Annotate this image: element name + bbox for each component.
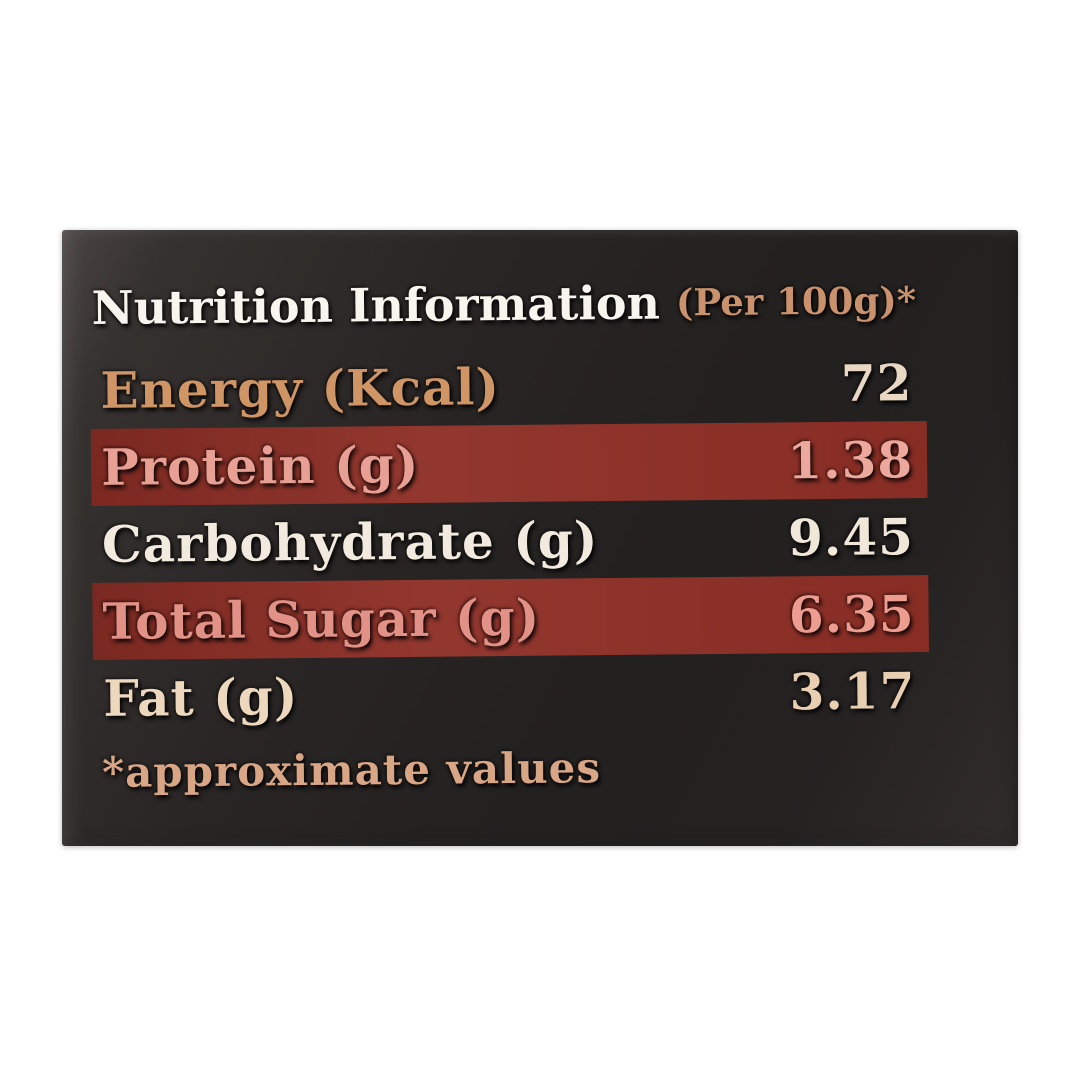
nutrition-rows: Energy (Kcal) 72 Protein (g) 1.38 Carboh… bbox=[90, 344, 930, 737]
row-value: 1.38 bbox=[787, 429, 914, 490]
label-title-row: Nutrition Information (Per 100g)* bbox=[89, 256, 926, 352]
nutrition-row: Carbohydrate (g) 9.45 bbox=[92, 498, 929, 583]
row-name: Fat (g) bbox=[103, 666, 299, 728]
label-title-suffix: (Per 100g)* bbox=[675, 277, 917, 324]
row-value: 9.45 bbox=[787, 506, 915, 567]
nutrition-row: Fat (g) 3.17 bbox=[93, 652, 930, 737]
row-value: 3.17 bbox=[789, 660, 916, 721]
row-name: Carbohydrate (g) bbox=[101, 509, 599, 574]
row-name: Protein (g) bbox=[100, 434, 420, 497]
row-name: Total Sugar (g) bbox=[102, 587, 541, 651]
nutrition-label-panel: Nutrition Information (Per 100g)* Energy… bbox=[62, 230, 1018, 846]
nutrition-label-content: Nutrition Information (Per 100g)* Energy… bbox=[89, 256, 931, 846]
nutrition-row: Total Sugar (g) 6.35 bbox=[92, 574, 929, 661]
label-footnote: *approximate values bbox=[101, 743, 602, 797]
row-value: 6.35 bbox=[788, 583, 915, 644]
nutrition-row: Protein (g) 1.38 bbox=[90, 420, 928, 507]
row-value: 72 bbox=[840, 352, 913, 413]
row-name: Energy (Kcal) bbox=[100, 356, 501, 420]
nutrition-row: Energy (Kcal) 72 bbox=[90, 344, 927, 429]
label-title: Nutrition Information bbox=[91, 275, 661, 336]
